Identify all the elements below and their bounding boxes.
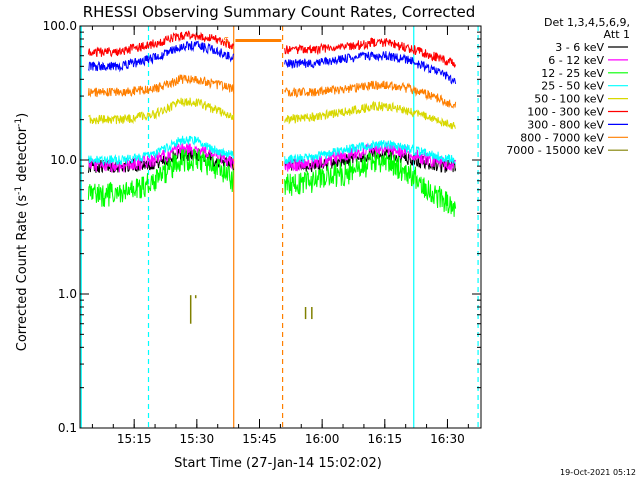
- x-tick-label-3: 15:45: [242, 432, 277, 446]
- legend-label-7: 300 - 800 keV: [527, 118, 604, 131]
- series-line-5: [88, 97, 456, 130]
- y-axis-label-end: ): [15, 113, 30, 118]
- legend-label-9: 7000 - 15000 keV: [506, 144, 604, 157]
- y-tick-label-2: 10.0: [50, 153, 77, 167]
- x-tick-label-1: 15:15: [117, 432, 152, 446]
- x-tick-label-6: 16:30: [430, 432, 465, 446]
- y-tick-label-4: 0.1: [58, 421, 77, 435]
- y-axis-label-sup2: -1: [14, 118, 24, 127]
- x-tick-label-2: 15:30: [180, 432, 215, 446]
- saa-gap-label: S: [223, 36, 229, 46]
- legend-label-5: 50 - 100 keV: [534, 93, 604, 106]
- y-axis-label-mid: detector: [15, 126, 30, 186]
- legend-label-6: 100 - 300 keV: [527, 106, 604, 119]
- y-axis-label-main: Corrected Count Rate (s: [15, 195, 30, 352]
- x-axis-ticks: 15:15 15:30 15:45 16:00 16:15 16:30: [91, 26, 469, 446]
- series-line-8: [87, 74, 457, 109]
- legend-label-1: 3 - 6 keV: [555, 41, 604, 54]
- series-line-3: [87, 148, 457, 217]
- x-tick-label-5: 16:15: [368, 432, 403, 446]
- legend-label-4: 25 - 50 keV: [541, 80, 604, 93]
- x-axis-label: Start Time (27-Jan-14 15:02:02): [174, 456, 382, 471]
- y-axis-ticks: 100.0 10.0 1.0 0.1: [43, 19, 481, 435]
- series-line-4: [87, 135, 456, 167]
- generation-timestamp: 19-Oct-2021 05:12: [560, 468, 636, 477]
- y-axis-label-sup1: -1: [14, 186, 24, 195]
- legend-header-line-2: Att 1: [604, 28, 630, 41]
- legend-label-3: 12 - 25 keV: [541, 67, 604, 80]
- y-tick-label-1: 100.0: [43, 19, 77, 33]
- legend-label-8: 800 - 7000 keV: [520, 131, 604, 144]
- legend-header-line-1: Det 1,3,4,5,6,9,: [544, 16, 630, 29]
- series-lines: [87, 30, 457, 217]
- legend-label-2: 6 - 12 keV: [548, 54, 604, 67]
- series-line-6: [87, 30, 457, 68]
- plot-area: S 100.0 10.0 1.0 0.1 15:15 15:30 15:45 16:00 16…: [43, 19, 482, 446]
- x-tick-label-4: 16:00: [305, 432, 340, 446]
- y-axis-label: Corrected Count Rate (s-1 detector-1): [14, 113, 30, 351]
- series-line-7: [87, 40, 457, 85]
- y-tick-label-3: 1.0: [58, 287, 77, 301]
- chart-title: RHESSI Observing Summary Count Rates, Co…: [83, 3, 476, 21]
- annotations: S: [189, 36, 313, 324]
